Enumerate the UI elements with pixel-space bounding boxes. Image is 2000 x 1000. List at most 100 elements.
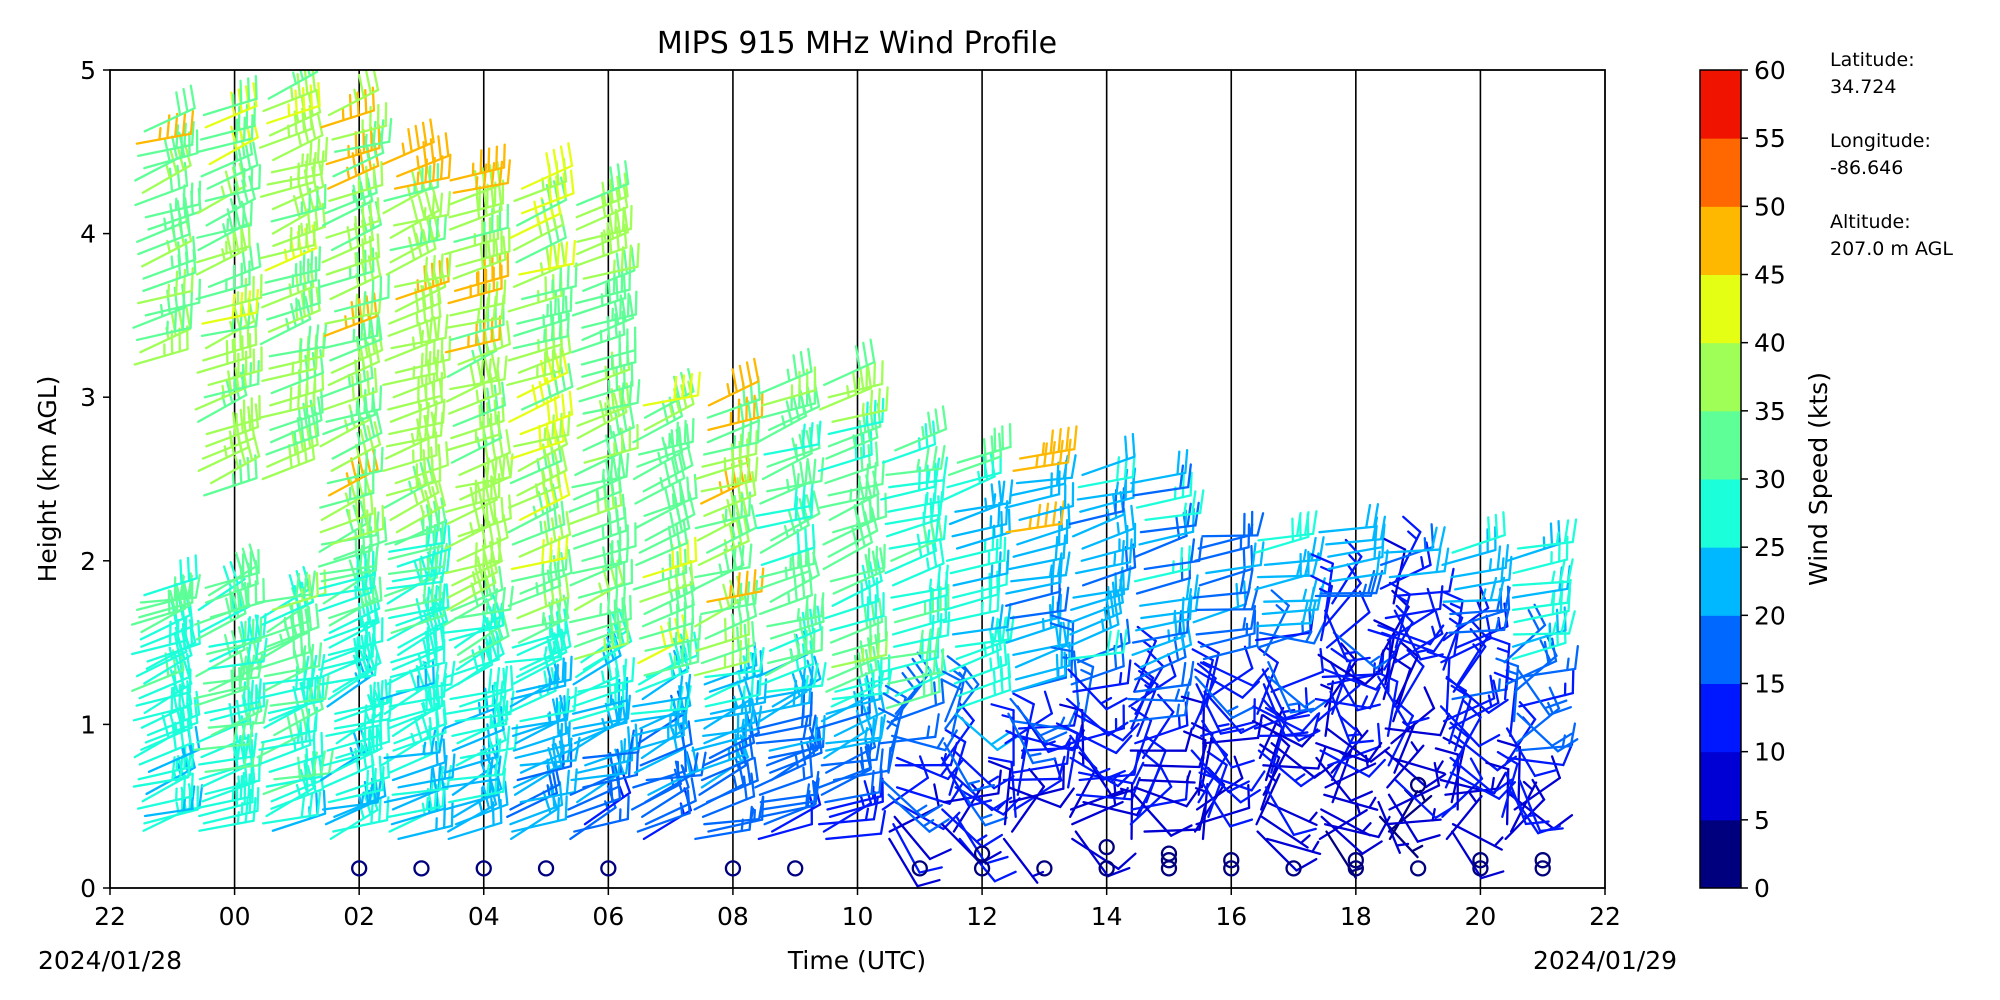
wind-barb bbox=[1005, 500, 1065, 534]
colorbar-bin bbox=[1700, 138, 1741, 207]
wind-barb bbox=[758, 571, 813, 616]
wind-barb bbox=[1131, 608, 1191, 644]
wind-barb bbox=[333, 695, 393, 730]
x-tick-label: 18 bbox=[1340, 902, 1372, 931]
wind-barb bbox=[1180, 695, 1205, 760]
wind-barb bbox=[1015, 454, 1077, 485]
wind-barb bbox=[1310, 553, 1334, 620]
wind-barb bbox=[1065, 727, 1133, 755]
y-tick-label: 4 bbox=[80, 220, 96, 249]
wind-barb bbox=[756, 547, 811, 591]
wind-barb bbox=[886, 648, 945, 685]
x-tick-label: 22 bbox=[1589, 902, 1621, 931]
wind-barb bbox=[755, 714, 817, 745]
wind-barb bbox=[137, 121, 195, 158]
calm-marker bbox=[537, 860, 555, 877]
wind-barb bbox=[510, 661, 567, 701]
wind-barb bbox=[1505, 727, 1559, 778]
wind-barb bbox=[576, 208, 629, 256]
wind-barb bbox=[143, 784, 204, 818]
wind-barb bbox=[325, 196, 380, 239]
wind-barb bbox=[1263, 536, 1325, 567]
wind-barb bbox=[1323, 793, 1379, 811]
wind-barb bbox=[135, 109, 195, 145]
wind-barb bbox=[1327, 523, 1386, 558]
wind-barb bbox=[1504, 771, 1550, 826]
wind-barb bbox=[201, 288, 260, 325]
wind-barb bbox=[208, 613, 267, 648]
wind-barb bbox=[322, 726, 379, 767]
wind-barb bbox=[1007, 786, 1075, 809]
wind-barb bbox=[1130, 448, 1189, 485]
wind-barb bbox=[577, 656, 636, 693]
wind-barb bbox=[639, 559, 694, 603]
wind-barb bbox=[891, 539, 945, 587]
wind-barb bbox=[265, 411, 320, 456]
wind-barb bbox=[573, 506, 628, 550]
wind-barb bbox=[823, 705, 872, 760]
y-tick-label: 1 bbox=[80, 710, 96, 739]
calm-marker bbox=[1160, 852, 1178, 869]
wind-barb bbox=[520, 142, 574, 190]
colorbar-label: Wind Speed (kts) bbox=[1804, 372, 1833, 586]
calm-marker bbox=[1347, 860, 1364, 877]
wind-barb bbox=[1318, 503, 1380, 534]
wind-barb bbox=[1195, 755, 1244, 811]
calm-marker bbox=[1285, 860, 1302, 877]
wind-barb bbox=[519, 768, 578, 804]
wind-barb bbox=[132, 753, 192, 788]
wind-barb bbox=[706, 567, 765, 603]
wind-barb bbox=[825, 714, 886, 745]
wind-barb bbox=[829, 591, 885, 632]
wind-barb bbox=[888, 837, 941, 888]
wind-barb bbox=[1393, 640, 1419, 708]
wind-barb bbox=[1450, 830, 1505, 880]
wind-barb bbox=[136, 772, 194, 810]
wind-barb bbox=[951, 603, 1012, 636]
wind-barb bbox=[449, 355, 508, 391]
wind-barb bbox=[955, 508, 1011, 550]
wind-barb bbox=[637, 417, 695, 456]
wind-barb bbox=[760, 777, 820, 811]
wind-barb bbox=[1258, 621, 1326, 645]
wind-barb bbox=[573, 795, 630, 833]
wind-barb bbox=[824, 768, 883, 804]
wind-barb bbox=[1256, 552, 1320, 579]
y-axis-label: Height (km AGL) bbox=[33, 376, 62, 583]
wind-barb bbox=[1516, 712, 1579, 753]
wind-barb bbox=[1329, 549, 1389, 583]
wind-barb bbox=[325, 233, 381, 276]
wind-barb bbox=[756, 691, 813, 730]
wind-barb bbox=[507, 483, 559, 534]
wind-barb bbox=[582, 242, 640, 280]
wind-barb bbox=[1135, 471, 1193, 509]
wind-barb bbox=[207, 242, 262, 288]
wind-barb bbox=[205, 394, 261, 436]
wind-barb bbox=[271, 569, 327, 612]
wind-barb bbox=[1133, 786, 1201, 808]
wind-barb bbox=[1329, 661, 1381, 712]
wind-barb bbox=[1518, 669, 1575, 708]
wind-barb bbox=[892, 823, 943, 874]
wind-barb bbox=[831, 386, 889, 423]
wind-barb bbox=[273, 749, 334, 781]
wind-barb bbox=[510, 417, 565, 460]
wind-barb bbox=[578, 361, 634, 403]
wind-barb bbox=[1018, 482, 1075, 522]
wind-barb bbox=[1383, 526, 1446, 554]
wind-barb bbox=[331, 409, 383, 460]
wind-barb bbox=[1133, 545, 1191, 583]
wind-barb bbox=[521, 262, 578, 301]
wind-barb bbox=[707, 392, 764, 432]
wind-barb bbox=[266, 420, 319, 468]
wind-barb bbox=[1390, 756, 1446, 775]
wind-barb bbox=[446, 294, 505, 329]
wind-barb bbox=[452, 159, 511, 194]
wind-barb bbox=[940, 823, 1002, 865]
wind-barb bbox=[1133, 793, 1193, 837]
wind-barb bbox=[264, 653, 326, 685]
wind-barb bbox=[1197, 510, 1254, 550]
wind-barb bbox=[987, 760, 1012, 826]
wind-barb bbox=[1377, 675, 1430, 726]
colorbar-tick-label: 0 bbox=[1754, 874, 1770, 903]
